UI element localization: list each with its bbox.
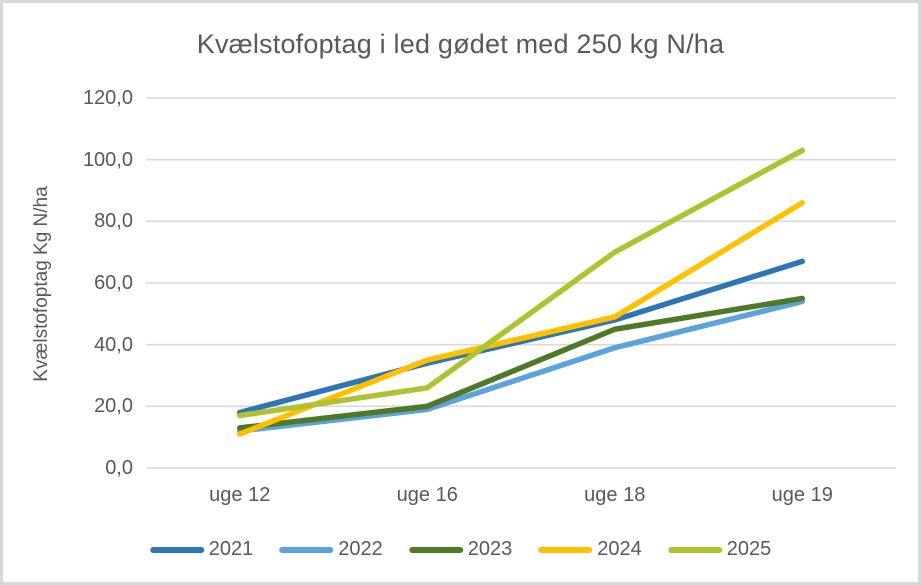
x-axis-label: uge 16 <box>396 484 458 506</box>
legend-swatch-icon <box>538 546 593 553</box>
legend-swatch-icon <box>408 546 463 553</box>
legend-item-2025: 2025 <box>667 538 772 561</box>
legend-item-2022: 2022 <box>279 538 383 561</box>
series-line-2022 <box>237 298 805 434</box>
plot-area <box>146 97 896 469</box>
legend-label: 2022 <box>338 538 383 560</box>
legend-label: 2024 <box>597 538 642 560</box>
legend-item-2021: 2021 <box>149 538 254 561</box>
y-tick-label: 40,0 <box>94 333 133 356</box>
legend-swatch-icon <box>667 546 722 553</box>
legend-swatch-icon <box>149 546 204 553</box>
series-line-2025 <box>237 147 805 419</box>
y-tick-label: 0,0 <box>105 457 133 479</box>
y-tick-label: 100,0 <box>82 148 133 171</box>
y-tick-label: 120,0 <box>82 87 133 109</box>
legend-label: 2025 <box>726 538 772 560</box>
series-line-2021 <box>237 258 805 416</box>
y-tick-label: 60,0 <box>94 272 133 294</box>
y-tick-label: 80,0 <box>94 210 133 233</box>
x-axis-label: uge 18 <box>584 484 646 506</box>
x-axis-label: uge 12 <box>209 484 271 506</box>
legend-swatch-icon <box>279 546 334 553</box>
legend-label: 2021 <box>208 538 254 560</box>
legend-item-2024: 2024 <box>538 538 642 561</box>
chart-title: Kvælstofoptag i led gødet med 250 kg N/h… <box>196 29 725 59</box>
legend-item-2023: 2023 <box>408 538 513 561</box>
series-line-2023 <box>237 295 805 431</box>
chart-legend: 2021 2022 2023 2024 2025 <box>149 538 772 561</box>
y-tick-label: 20,0 <box>94 395 133 418</box>
legend-label: 2023 <box>467 538 513 560</box>
x-axis-label: uge 19 <box>771 484 833 506</box>
series-line-2024 <box>237 200 805 437</box>
